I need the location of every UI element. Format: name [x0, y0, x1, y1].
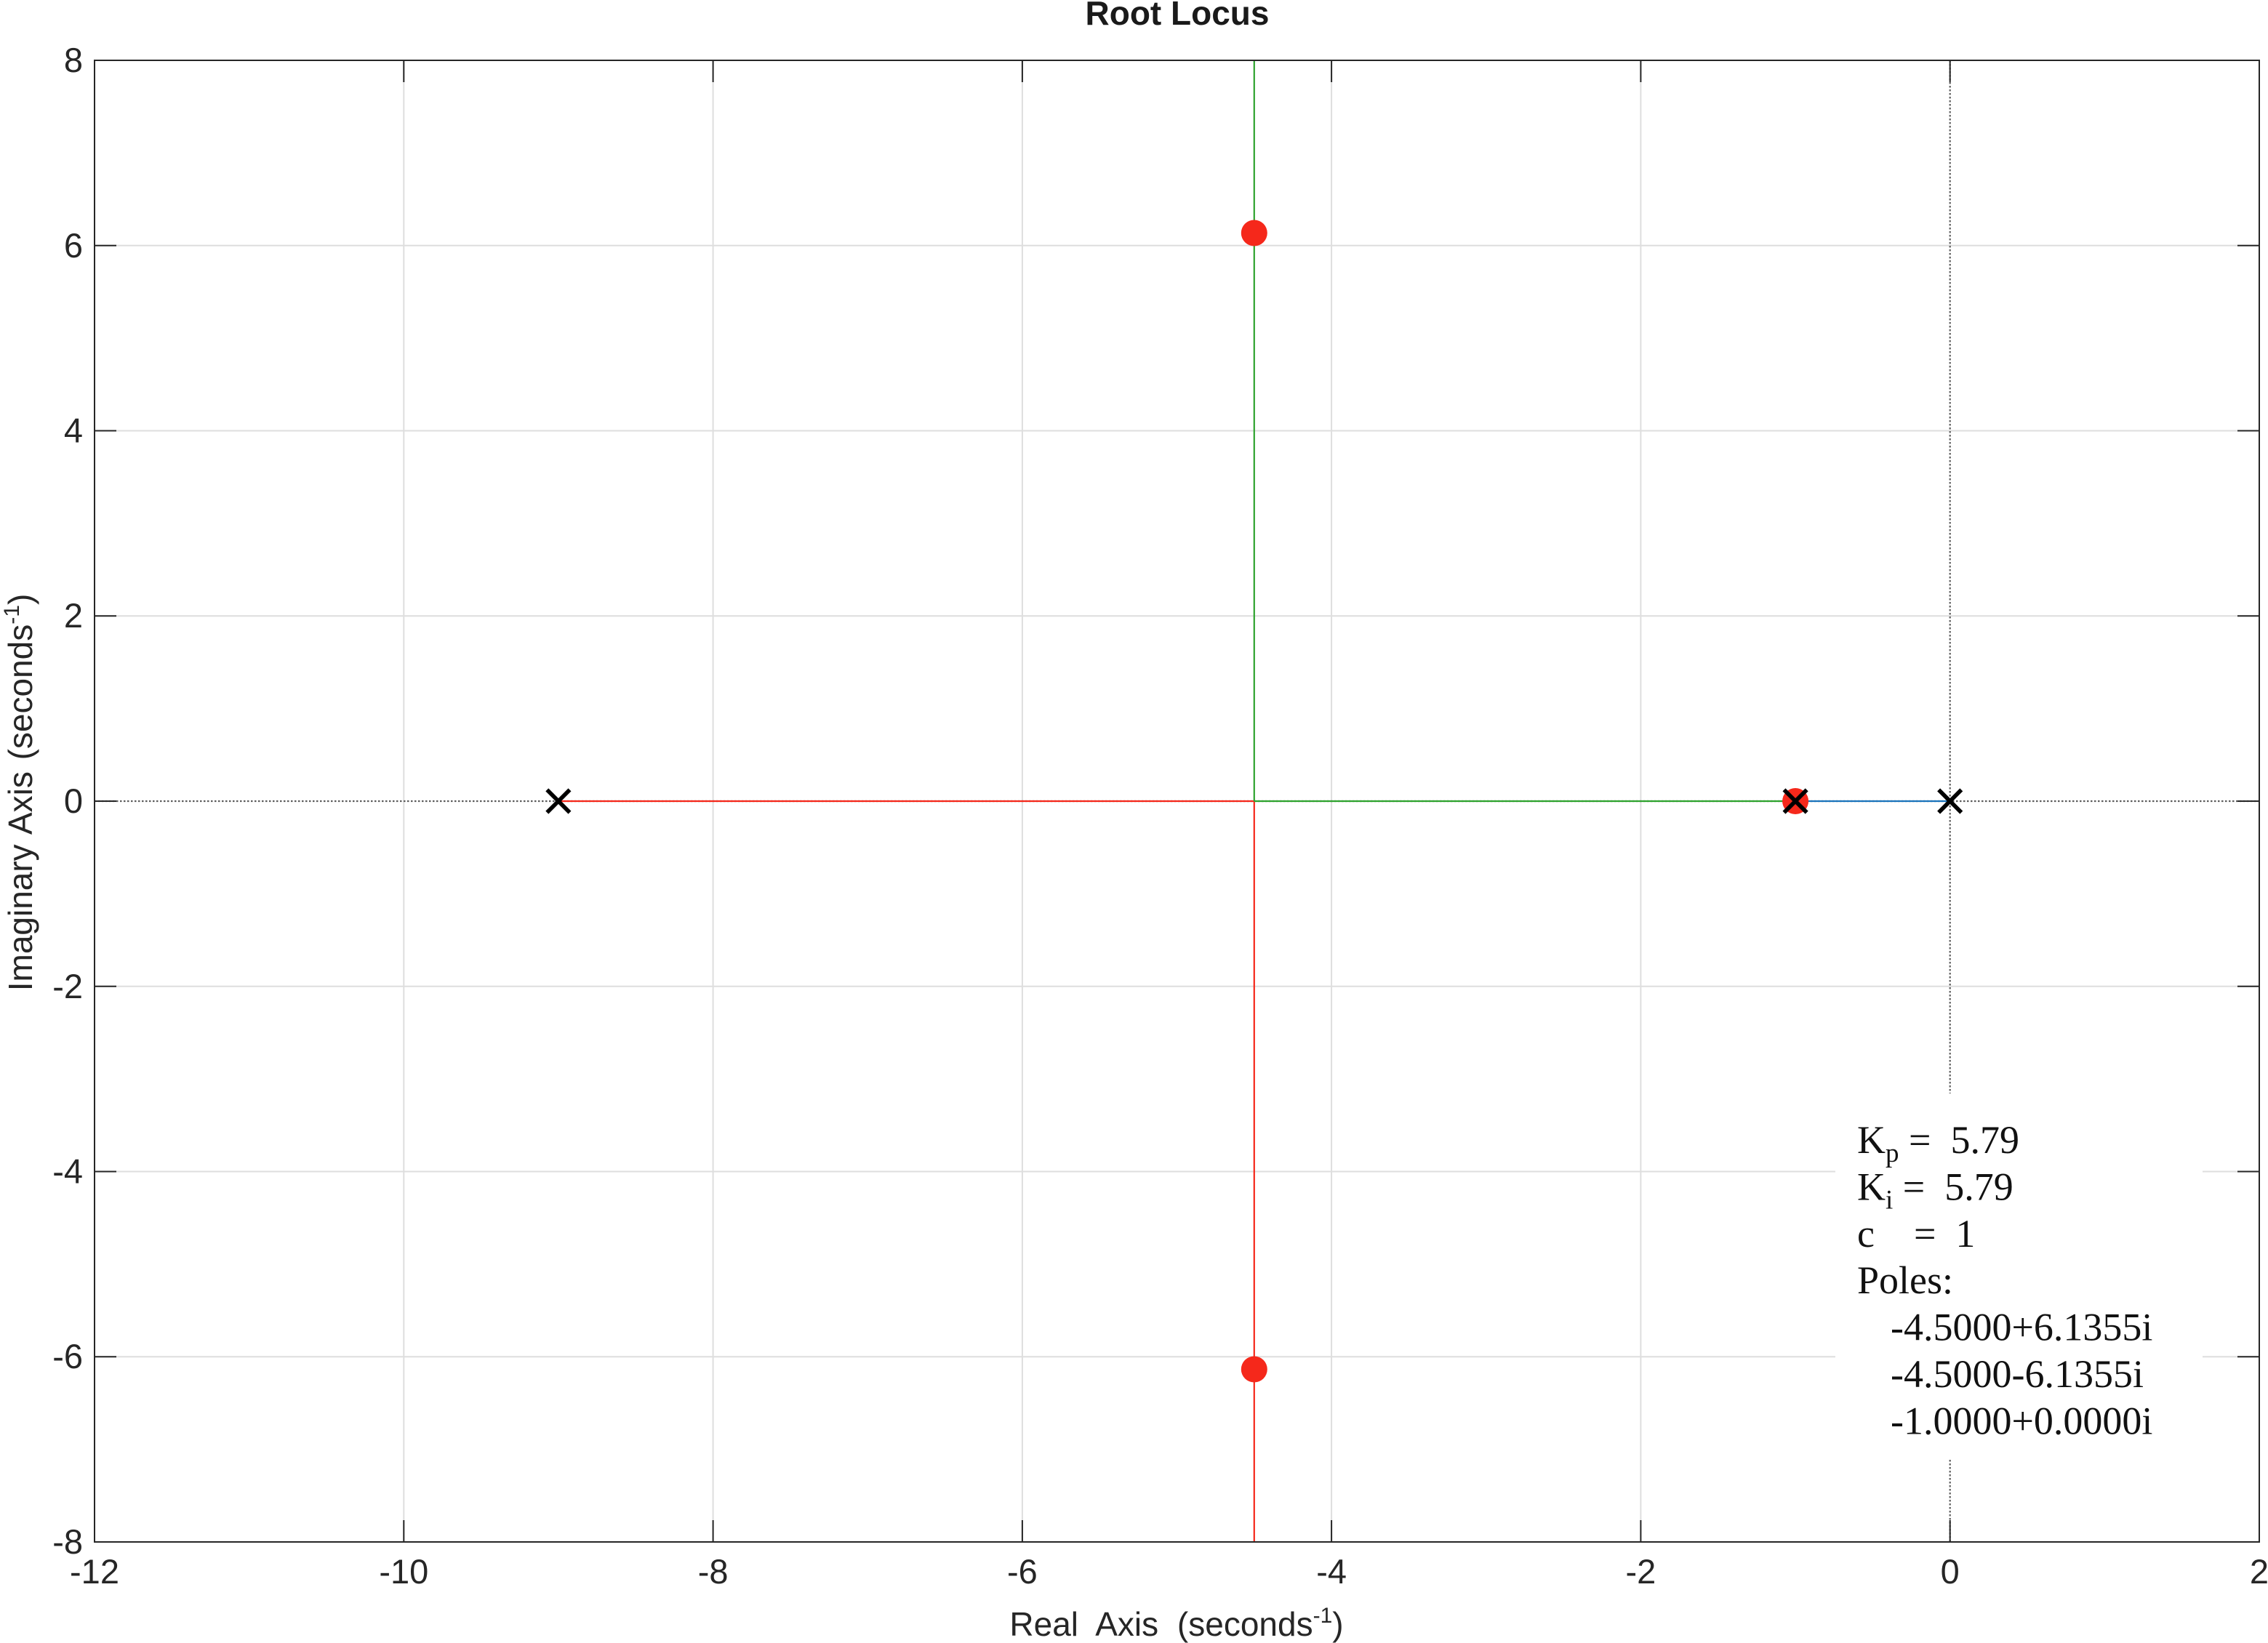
svg-text:Root Locus: Root Locus	[1086, 0, 1270, 32]
svg-text:2: 2	[64, 596, 83, 635]
svg-text:-4.5000-6.1355i: -4.5000-6.1355i	[1891, 1352, 2144, 1396]
svg-text:8: 8	[64, 41, 83, 79]
svg-text:-6: -6	[1007, 1552, 1038, 1591]
svg-text:Imaginary Axis (seconds-1): Imaginary Axis (seconds-1)	[0, 594, 39, 992]
svg-text:-1.0000+0.0000i: -1.0000+0.0000i	[1891, 1399, 2152, 1442]
svg-text:-2: -2	[1626, 1552, 1656, 1591]
svg-text:-2: -2	[52, 967, 83, 1005]
svg-text:6: 6	[64, 226, 83, 265]
svg-text:-6: -6	[52, 1337, 83, 1375]
svg-text:Kp = 5.79: Kp = 5.79	[1857, 1118, 2019, 1168]
svg-text:Poles:: Poles:	[1857, 1258, 1953, 1302]
svg-text:-8: -8	[52, 1522, 83, 1561]
svg-text:4: 4	[64, 411, 83, 450]
svg-text:-4: -4	[52, 1152, 83, 1191]
svg-text:Ki = 5.79: Ki = 5.79	[1857, 1165, 2013, 1215]
svg-text:c = 1: c = 1	[1857, 1212, 1975, 1256]
svg-text:0: 0	[64, 782, 83, 820]
svg-text:-12: -12	[70, 1552, 119, 1591]
svg-text:-4.5000+6.1355i: -4.5000+6.1355i	[1891, 1306, 2152, 1349]
svg-text:Real Axis (seconds-1): Real Axis (seconds-1)	[1009, 1604, 1343, 1643]
svg-text:-10: -10	[379, 1552, 428, 1591]
svg-text:0: 0	[1941, 1552, 1960, 1591]
svg-text:2: 2	[2250, 1552, 2268, 1591]
svg-text:-8: -8	[698, 1552, 729, 1591]
svg-text:-4: -4	[1316, 1552, 1347, 1591]
